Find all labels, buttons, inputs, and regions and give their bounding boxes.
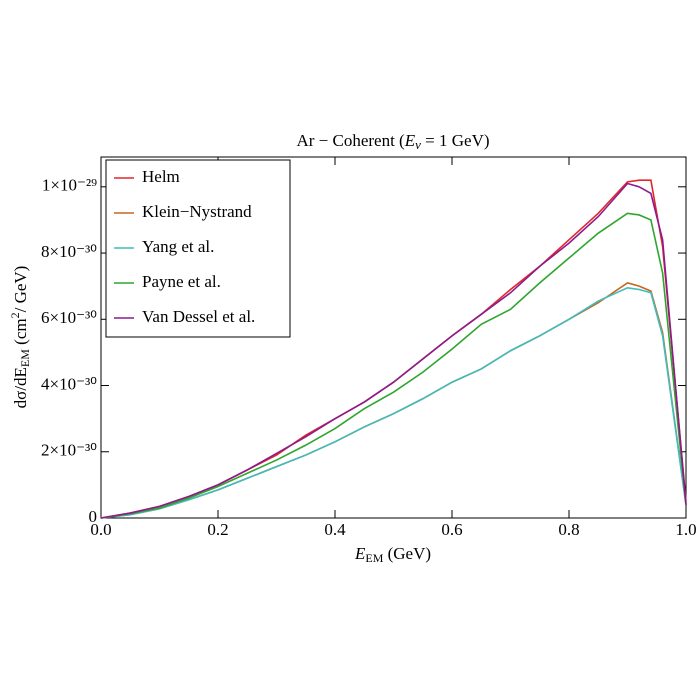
series-line <box>100 212 687 519</box>
y-tick-label: 2×10⁻³⁰ <box>41 441 97 460</box>
text-part: (cm <box>11 318 30 349</box>
series-line <box>100 286 687 519</box>
plot-frame <box>100 156 687 519</box>
title: Ar − Coherent (Eν = 1 GeV) <box>296 131 489 152</box>
x-tick-label: 0.2 <box>207 520 228 539</box>
x-tick-label: 0.6 <box>441 520 462 539</box>
text-part: 2 <box>8 312 22 318</box>
legend-label: Yang et al. <box>142 237 214 256</box>
legend-label: Helm <box>142 167 180 186</box>
y-tick-label: 0 <box>89 507 98 526</box>
text-part: E <box>354 544 366 563</box>
x-label: EEM (GeV) <box>354 544 431 565</box>
text-part: EM <box>18 349 32 367</box>
text-part: (GeV) <box>383 544 431 563</box>
x-tick-label: 0.8 <box>558 520 579 539</box>
y-label: dσ/dEEM (cm2/ GeV) <box>8 266 32 409</box>
text-part: Ar − Coherent ( <box>296 131 405 150</box>
legend-box <box>105 159 291 338</box>
y-tick-label: 1×10⁻²⁹ <box>42 176 97 195</box>
y-tick-label: 6×10⁻³⁰ <box>41 308 97 327</box>
y-tick-label: 8×10⁻³⁰ <box>41 242 97 261</box>
x-tick-label: 0.0 <box>90 520 111 539</box>
series-line <box>100 182 687 519</box>
legend-label: Payne et al. <box>142 272 221 291</box>
x-tick-label: 1.0 <box>675 520 696 539</box>
x-tick-label: 0.4 <box>324 520 346 539</box>
text-part: ν <box>415 137 421 152</box>
legend-label: Klein−Nystrand <box>142 202 252 221</box>
text-part: E <box>404 131 416 150</box>
legend-label: Van Dessel et al. <box>142 307 255 326</box>
text-part: EM <box>365 551 383 565</box>
text-part: / GeV) <box>11 266 30 313</box>
text-part: = 1 GeV) <box>421 131 490 150</box>
y-tick-label: 4×10⁻³⁰ <box>41 374 97 393</box>
text-part: dσ/dE <box>11 367 30 408</box>
